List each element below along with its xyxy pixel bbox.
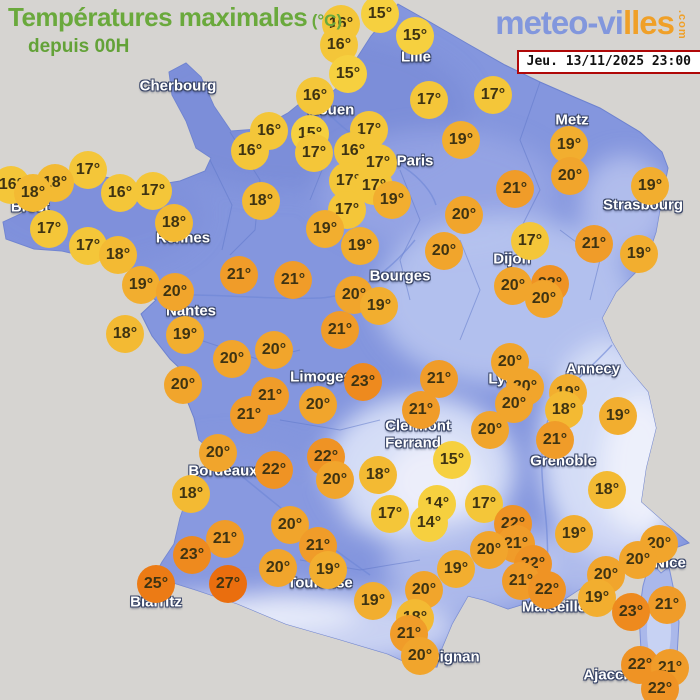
temperature-bubble: 20° — [619, 541, 657, 579]
temperature-bubble: 19° — [442, 121, 480, 159]
city-label: Cherbourg — [139, 77, 217, 95]
logo-part-blue: meteo-vi — [495, 4, 624, 41]
page-title: Températures maximales (°C) depuis 00H — [8, 2, 342, 58]
temperature-bubble: 19° — [599, 397, 637, 435]
temperature-bubble: 20° — [470, 531, 508, 569]
temperature-bubble: 19° — [620, 235, 658, 273]
temperature-bubble: 23° — [344, 363, 382, 401]
temperature-bubble: 19° — [578, 579, 616, 617]
temperature-bubble: 14° — [410, 504, 448, 542]
temperature-bubble: 20° — [259, 549, 297, 587]
temperature-bubble: 20° — [164, 366, 202, 404]
temperature-bubble: 19° — [354, 582, 392, 620]
temperature-bubble: 18° — [172, 475, 210, 513]
temperature-bubble: 16° — [231, 132, 269, 170]
title-text: Températures maximales — [8, 2, 308, 32]
temperature-bubble: 19° — [306, 210, 344, 248]
temperature-bubble: 20° — [299, 386, 337, 424]
meteo-villes-logo[interactable]: meteo-villes — [495, 4, 675, 42]
temperature-bubble: 20° — [445, 196, 483, 234]
temperature-bubble: 21° — [230, 396, 268, 434]
temperature-bubble: 19° — [360, 287, 398, 325]
temperature-bubble: 20° — [425, 232, 463, 270]
temperature-bubble: 23° — [173, 536, 211, 574]
temperature-bubble: 21° — [402, 391, 440, 429]
temperature-bubble: 17° — [410, 81, 448, 119]
temperature-bubble: 19° — [341, 227, 379, 265]
temperature-bubble: 21° — [321, 311, 359, 349]
temperature-bubble: 22° — [641, 670, 679, 700]
temperature-bubble: 21° — [220, 256, 258, 294]
temperature-bubble: 21° — [206, 520, 244, 558]
temperature-bubble: 17° — [295, 134, 333, 172]
temperature-bubble: 21° — [648, 586, 686, 624]
city-label: Bourges — [369, 267, 431, 285]
temperature-bubble: 21° — [575, 225, 613, 263]
temperature-bubble: 19° — [166, 316, 204, 354]
temperature-bubble: 16° — [296, 77, 334, 115]
temperature-bubble: 20° — [156, 273, 194, 311]
title-unit: (°C) — [311, 11, 343, 30]
temperature-bubble: 19° — [309, 551, 347, 589]
temperature-bubble: 23° — [612, 593, 650, 631]
temperature-bubble: 22° — [528, 571, 566, 609]
city-label: Ferrand — [385, 434, 441, 452]
temperature-bubble: 20° — [471, 411, 509, 449]
temperature-bubble: 21° — [496, 170, 534, 208]
temperature-bubble: 18° — [155, 204, 193, 242]
date-time-badge: Jeu. 13/11/2025 23:00 — [516, 50, 700, 74]
temperature-bubble: 17° — [30, 210, 68, 248]
temperature-bubble: 19° — [122, 266, 160, 304]
temperature-bubble: 18° — [106, 315, 144, 353]
temperature-bubble: 21° — [536, 421, 574, 459]
temperature-bubble: 19° — [631, 167, 669, 205]
temperature-bubble: 19° — [373, 181, 411, 219]
temperature-bubble: 20° — [213, 340, 251, 378]
temperature-bubble: 20° — [316, 461, 354, 499]
temperature-bubble: 18° — [588, 471, 626, 509]
temperature-bubble: 19° — [555, 515, 593, 553]
temperature-bubble: 20° — [199, 434, 237, 472]
temperature-bubble: 20° — [401, 637, 439, 675]
temperature-bubble: 20° — [255, 331, 293, 369]
city-label: Metz — [555, 111, 589, 129]
temperature-bubble: 17° — [474, 76, 512, 114]
title-subtitle: depuis 00H — [28, 36, 130, 57]
city-label: Paris — [396, 152, 434, 170]
temperature-bubble: 17° — [511, 222, 549, 260]
temperature-bubble: 18° — [14, 174, 52, 212]
temperature-bubble: 15° — [361, 0, 399, 33]
city-label: Annecy — [565, 360, 621, 378]
temperature-bubble: 22° — [255, 451, 293, 489]
temperature-bubble: 20° — [271, 506, 309, 544]
temperature-bubble: 17° — [69, 151, 107, 189]
temperature-bubble: 16° — [101, 174, 139, 212]
temperature-bubble: 27° — [209, 565, 247, 603]
temperature-bubble: 20° — [551, 157, 589, 195]
logo-part-orange: lles — [622, 4, 675, 41]
temperature-bubble: 19° — [437, 550, 475, 588]
temperature-bubble: 15° — [433, 441, 471, 479]
temperature-bubble: 20° — [525, 280, 563, 318]
temperature-bubble: 21° — [274, 261, 312, 299]
temperature-bubble: 17° — [371, 495, 409, 533]
temperature-bubble: 15° — [396, 17, 434, 55]
city-label: Strasbourg — [602, 196, 684, 214]
temperature-bubble: 15° — [329, 55, 367, 93]
logo-com-suffix: .com — [676, 10, 688, 40]
temperature-bubble: 25° — [137, 565, 175, 603]
temperature-bubble: 18° — [359, 456, 397, 494]
city-label: Limoges — [290, 368, 352, 386]
temperature-bubble: 18° — [242, 182, 280, 220]
temperature-bubble: 17° — [134, 172, 172, 210]
